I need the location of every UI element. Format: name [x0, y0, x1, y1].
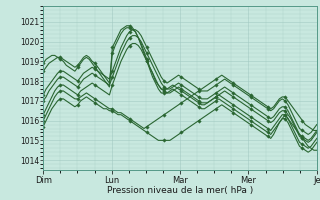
X-axis label: Pression niveau de la mer( hPa ): Pression niveau de la mer( hPa ): [107, 186, 253, 195]
